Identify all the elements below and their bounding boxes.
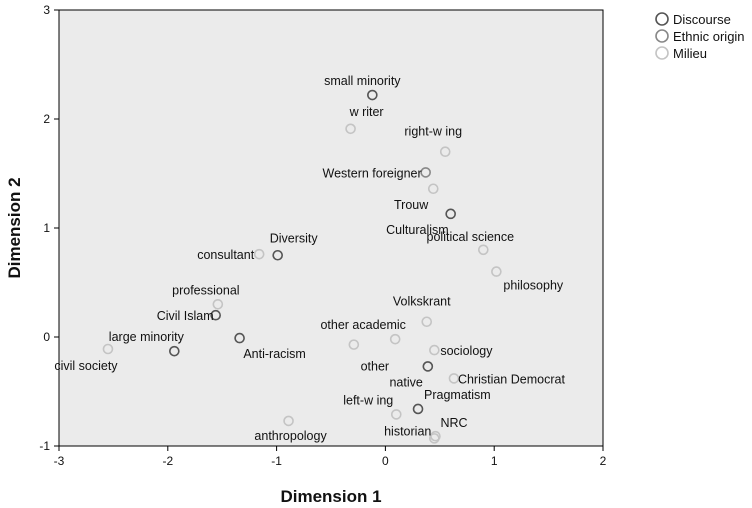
legend-marker [655, 29, 669, 43]
point-marker [234, 332, 245, 344]
x-tick-label: -3 [54, 454, 65, 468]
point-label: Volkskrant [393, 295, 451, 309]
point-label: Pragmatism [424, 388, 491, 402]
y-tick-label: -1 [39, 439, 50, 453]
point-marker [283, 415, 294, 427]
point-label: historian [384, 424, 431, 438]
point-marker [427, 183, 439, 195]
point-label: w riter [349, 105, 384, 119]
point-label: sociology [440, 344, 493, 358]
point-marker [429, 344, 440, 356]
legend: Discourse Ethnic origin Milieu [655, 12, 745, 61]
point-label: Western foreigner [323, 166, 422, 180]
point-marker [491, 266, 502, 277]
point-marker [212, 298, 224, 310]
point-label: right-w ing [404, 125, 462, 139]
point-marker [422, 361, 434, 372]
point-label: other [361, 360, 390, 374]
legend-label: Ethnic origin [673, 29, 745, 44]
point-label: professional [172, 283, 239, 297]
x-tick-label: -2 [162, 454, 173, 468]
legend-marker [655, 12, 669, 26]
x-axis-title: Dimension 1 [280, 487, 381, 506]
y-tick-label: 0 [43, 330, 50, 344]
y-tick-label: 2 [43, 112, 50, 126]
x-tick-label: -1 [271, 454, 282, 468]
point-marker [210, 309, 221, 321]
point-marker [412, 403, 424, 415]
point-marker [253, 248, 265, 260]
point-marker [445, 208, 456, 220]
x-tick-label: 0 [382, 454, 389, 468]
point-label: small minority [324, 74, 401, 88]
point-label: Culturalism [386, 223, 449, 237]
point-marker [420, 167, 431, 178]
legend-label: Discourse [673, 12, 731, 27]
point-marker [272, 249, 283, 261]
point-marker [429, 433, 440, 444]
point-label: Civil Islam [157, 309, 214, 323]
y-axis-title: Dimension 2 [5, 177, 24, 278]
plot-area [58, 9, 604, 447]
point-label: civil society [54, 359, 118, 373]
point-label: large minority [109, 330, 185, 344]
point-marker [478, 244, 489, 256]
legend-label: Milieu [673, 46, 707, 61]
legend-marker [655, 46, 669, 60]
point-marker [169, 345, 180, 357]
point-marker [345, 123, 356, 135]
point-marker [390, 409, 402, 420]
point-label: NRC [440, 416, 467, 430]
point-marker [348, 339, 360, 350]
point-label: Anti-racism [243, 347, 306, 361]
point-label: native [389, 375, 422, 389]
point-marker [389, 333, 401, 345]
point-label: Diversity [270, 231, 319, 245]
point-label: consultant [197, 248, 255, 262]
point-label: left-w ing [343, 393, 393, 407]
point-marker [102, 343, 114, 355]
point-marker [448, 373, 460, 384]
data-points [102, 89, 502, 444]
point-marker [439, 146, 451, 157]
x-tick-label: 2 [600, 454, 607, 468]
y-tick-label: 3 [43, 3, 50, 17]
point-marker [367, 89, 378, 101]
y-tick-label: 1 [43, 221, 50, 235]
point-label: Christian Democrat [458, 372, 566, 386]
axis-ticks: -3 -2 -1 0 1 2 -1 0 1 2 3 [39, 3, 606, 468]
point-labels: small minority Culturalism Diversity Civil … [54, 74, 565, 443]
x-tick-label: 1 [491, 454, 498, 468]
point-label: other academic [320, 318, 405, 332]
point-label: anthropology [254, 429, 327, 443]
point-label: Trouw [394, 198, 429, 212]
point-label: political science [427, 230, 515, 244]
point-label: philosophy [503, 279, 564, 293]
point-marker [421, 316, 433, 328]
